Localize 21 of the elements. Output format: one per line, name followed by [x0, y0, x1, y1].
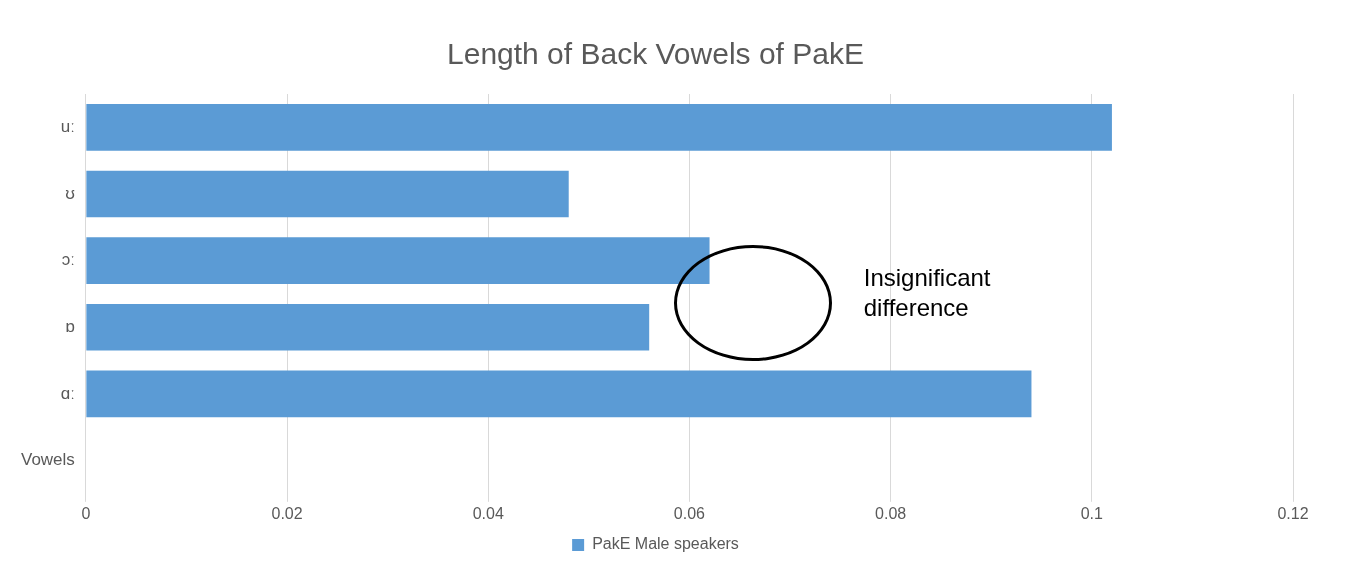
- chart-title: Length of Back Vowels of PakE: [447, 37, 864, 71]
- x-tick-label: 0.1: [1080, 504, 1104, 522]
- x-tick-label: 0.02: [271, 504, 303, 522]
- annotation: Insignificant difference: [863, 263, 991, 321]
- bar: [86, 303, 650, 351]
- x-tick-label: 0.12: [1277, 504, 1309, 522]
- x-tick-label: 0.06: [673, 504, 706, 522]
- y-tick-label: ɔː: [61, 250, 75, 270]
- x-tick-label: 0.08: [875, 504, 907, 522]
- y-tick-label: ɑː: [60, 383, 75, 403]
- x-tick-label: 0: [81, 504, 91, 522]
- legend-label: PakE Male speakers: [592, 535, 739, 553]
- y-tick-label: uː: [60, 117, 75, 136]
- bar: [86, 104, 1112, 151]
- x-tick-label: 0.04: [472, 504, 504, 522]
- bar: [86, 237, 710, 284]
- y-tick-label: ɒ: [65, 316, 75, 336]
- bar: [86, 370, 1032, 418]
- bar: [86, 170, 569, 218]
- y-tick-label: ʊ: [65, 183, 75, 203]
- y-tick-label: Vowels: [20, 450, 75, 470]
